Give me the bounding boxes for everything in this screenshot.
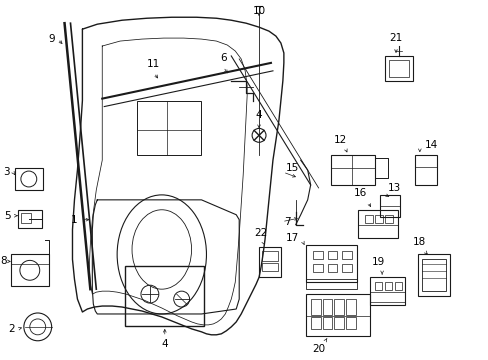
Text: 21: 21 — [388, 33, 402, 43]
Text: 20: 20 — [311, 344, 325, 354]
Text: 2: 2 — [8, 324, 15, 334]
Text: 12: 12 — [333, 135, 346, 145]
Bar — [262, 264, 277, 271]
Bar — [305, 244, 357, 282]
Text: 14: 14 — [424, 140, 437, 150]
Bar — [262, 251, 277, 261]
Bar — [125, 266, 204, 326]
Bar — [305, 279, 357, 289]
Bar — [137, 100, 201, 155]
Bar — [417, 255, 448, 296]
Bar — [358, 210, 397, 238]
Bar — [374, 215, 382, 223]
Text: 6: 6 — [220, 53, 226, 63]
Bar — [305, 294, 369, 336]
Bar — [312, 264, 322, 272]
Text: 3: 3 — [3, 167, 10, 177]
Text: 18: 18 — [412, 238, 426, 247]
Text: 5: 5 — [4, 211, 11, 221]
Text: 4: 4 — [255, 111, 262, 121]
Bar — [346, 299, 356, 315]
Bar — [322, 317, 332, 329]
Bar — [322, 299, 332, 315]
Text: 22: 22 — [254, 228, 267, 238]
Bar — [259, 247, 280, 277]
Bar — [327, 264, 337, 272]
Text: 10: 10 — [252, 6, 265, 16]
Text: 1: 1 — [71, 215, 77, 225]
Bar — [312, 251, 322, 260]
Bar — [310, 299, 320, 315]
Text: 11: 11 — [147, 59, 160, 69]
Bar — [327, 251, 337, 260]
Bar — [385, 215, 392, 223]
Text: 19: 19 — [371, 257, 384, 267]
Text: 17: 17 — [285, 233, 298, 243]
Bar — [365, 215, 372, 223]
Text: 15: 15 — [285, 163, 299, 173]
Text: 4: 4 — [161, 339, 168, 349]
Bar — [421, 260, 445, 291]
Bar — [385, 282, 391, 290]
Bar — [11, 255, 49, 286]
Bar — [342, 264, 352, 272]
Bar — [374, 282, 381, 290]
Bar — [388, 60, 408, 77]
Bar — [342, 251, 352, 260]
Bar — [379, 195, 399, 217]
Bar — [394, 282, 401, 290]
Bar — [369, 277, 404, 305]
Bar — [330, 155, 374, 185]
Bar — [310, 317, 320, 329]
Text: 8: 8 — [0, 256, 7, 266]
Bar — [414, 155, 436, 185]
Bar — [15, 168, 42, 190]
Bar — [18, 210, 41, 228]
Bar — [334, 299, 344, 315]
Bar — [369, 292, 404, 302]
Text: 13: 13 — [387, 183, 401, 193]
Text: 9: 9 — [48, 34, 55, 44]
Text: 7: 7 — [284, 217, 290, 227]
Bar — [334, 317, 344, 329]
Bar — [21, 213, 31, 223]
Bar — [346, 317, 356, 329]
Bar — [385, 56, 412, 81]
Text: 16: 16 — [353, 188, 366, 198]
